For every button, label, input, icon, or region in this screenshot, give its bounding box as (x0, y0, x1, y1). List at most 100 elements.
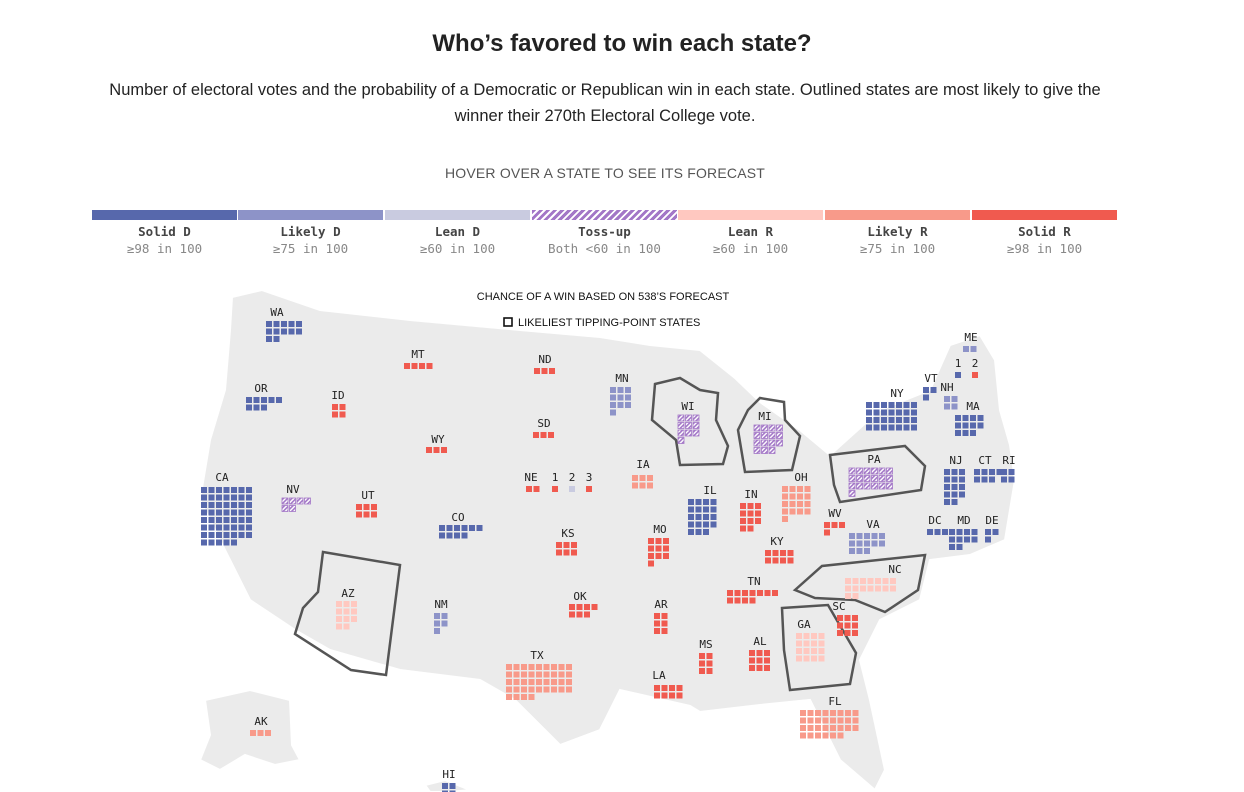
ev-square-nj[interactable] (959, 469, 965, 475)
ev-square-il[interactable] (688, 529, 694, 535)
ev-square-ct[interactable] (981, 469, 988, 475)
ev-square-ak[interactable] (250, 730, 256, 736)
ev-square-ks[interactable] (563, 542, 570, 548)
ev-square-pa[interactable] (848, 482, 856, 490)
ev-square-nd[interactable] (549, 368, 555, 374)
state-nh[interactable] (944, 396, 958, 410)
ev-square-ca[interactable] (201, 539, 207, 546)
ev-square-ga[interactable] (818, 648, 825, 654)
ev-square-ms[interactable] (706, 653, 713, 659)
ev-square-ct[interactable] (996, 469, 1003, 475)
ev-square-mn[interactable] (610, 402, 616, 408)
ev-square-sc[interactable] (852, 622, 858, 629)
ev-square-mn[interactable] (625, 394, 631, 401)
state-ct[interactable] (974, 469, 1003, 483)
ev-square-or[interactable] (261, 404, 267, 411)
ev-square-wi[interactable] (677, 414, 685, 422)
ev-square-tx[interactable] (521, 664, 527, 670)
ev-square-az[interactable] (343, 616, 350, 622)
ev-square-az[interactable] (336, 608, 342, 615)
ev-square-il[interactable] (710, 499, 717, 505)
ev-square-tx[interactable] (506, 671, 512, 678)
ev-square-fl[interactable] (837, 732, 844, 739)
ev-square-az[interactable] (343, 601, 350, 607)
ev-square-wa[interactable] (288, 321, 295, 327)
ev-square-wa[interactable] (273, 321, 280, 327)
ev-square-ca[interactable] (238, 487, 245, 493)
ev-square-vt[interactable] (930, 387, 937, 393)
ev-square-ca[interactable] (216, 539, 222, 546)
state-dc[interactable] (927, 529, 948, 535)
ev-square-wa[interactable] (296, 321, 302, 327)
state-vt[interactable] (923, 387, 937, 401)
ev-square-tx[interactable] (521, 694, 527, 700)
ev-square-wi[interactable] (692, 429, 700, 437)
ev-square-il[interactable] (703, 521, 709, 528)
ev-square-ny[interactable] (903, 424, 910, 431)
ev-square-wi[interactable] (677, 422, 685, 429)
ev-square-mo[interactable] (663, 553, 669, 559)
state-mi[interactable] (753, 424, 783, 454)
ev-square-mo[interactable] (655, 538, 662, 544)
ev-square-tx[interactable] (528, 686, 535, 693)
ev-square-mo[interactable] (648, 553, 654, 559)
ev-square-mn[interactable] (617, 394, 624, 401)
ev-square-co[interactable] (439, 525, 445, 531)
state-pa[interactable] (848, 467, 893, 497)
state-nj[interactable] (944, 469, 965, 505)
ev-square-vt[interactable] (923, 394, 929, 401)
ev-square-mn[interactable] (625, 402, 631, 408)
ev-square-ca[interactable] (223, 487, 230, 493)
ev-square-tx[interactable] (528, 694, 535, 700)
ev-square-ca[interactable] (238, 494, 245, 501)
ev-square-ky[interactable] (772, 557, 779, 564)
ev-square-nc[interactable] (860, 585, 866, 592)
ev-square-nm[interactable] (441, 613, 448, 619)
state-in[interactable] (740, 503, 761, 532)
ev-square-pa[interactable] (848, 490, 856, 497)
state-sd[interactable] (533, 432, 554, 438)
ev-square-il[interactable] (710, 506, 717, 513)
ev-square-tx[interactable] (506, 694, 512, 700)
ev-square-ok[interactable] (569, 611, 575, 618)
ev-square-wa[interactable] (266, 321, 272, 327)
ev-square-id[interactable] (339, 404, 346, 410)
ev-square-ny[interactable] (896, 417, 902, 423)
ev-square-nc[interactable] (890, 578, 896, 584)
ev-square-ga[interactable] (811, 648, 817, 654)
ev-square-in[interactable] (740, 525, 746, 532)
ev-square-oh[interactable] (797, 486, 803, 492)
ev-square-oh[interactable] (789, 486, 796, 492)
ev-square-ny[interactable] (903, 417, 910, 423)
ev-square-wi[interactable] (685, 429, 692, 437)
ev-square-tn[interactable] (734, 597, 741, 604)
ev-square-nc[interactable] (867, 578, 874, 584)
ev-square-va[interactable] (856, 533, 863, 539)
ev-square-wi[interactable] (685, 422, 692, 429)
ev-square-nj[interactable] (951, 476, 958, 483)
ev-square-ga[interactable] (803, 655, 810, 662)
ev-square-ny[interactable] (873, 424, 880, 431)
ev-square-or[interactable] (253, 397, 260, 403)
ev-square-ky[interactable] (787, 550, 794, 556)
ev-square-az[interactable] (343, 608, 350, 615)
ev-square-nj[interactable] (959, 476, 965, 483)
ev-square-oh[interactable] (782, 516, 788, 522)
ev-square-ar[interactable] (654, 613, 660, 619)
ev-square-wi[interactable] (692, 422, 700, 429)
ev-square-nc[interactable] (845, 578, 851, 584)
ev-square-wi[interactable] (677, 429, 685, 437)
ev-square-nv[interactable] (304, 497, 311, 505)
ev-square-pa[interactable] (848, 467, 856, 475)
ev-square-sc[interactable] (837, 615, 843, 621)
state-la[interactable] (654, 685, 683, 699)
ev-square-mi[interactable] (768, 439, 776, 447)
ev-square-ca[interactable] (231, 532, 237, 538)
ev-square-oh[interactable] (789, 501, 796, 507)
ev-square-ma[interactable] (970, 415, 976, 421)
ev-square-ca[interactable] (238, 502, 245, 508)
ev-square-il[interactable] (703, 506, 709, 513)
ev-square-tx[interactable] (543, 671, 550, 678)
ev-square-fl[interactable] (807, 732, 814, 739)
ev-square-or[interactable] (268, 397, 275, 403)
